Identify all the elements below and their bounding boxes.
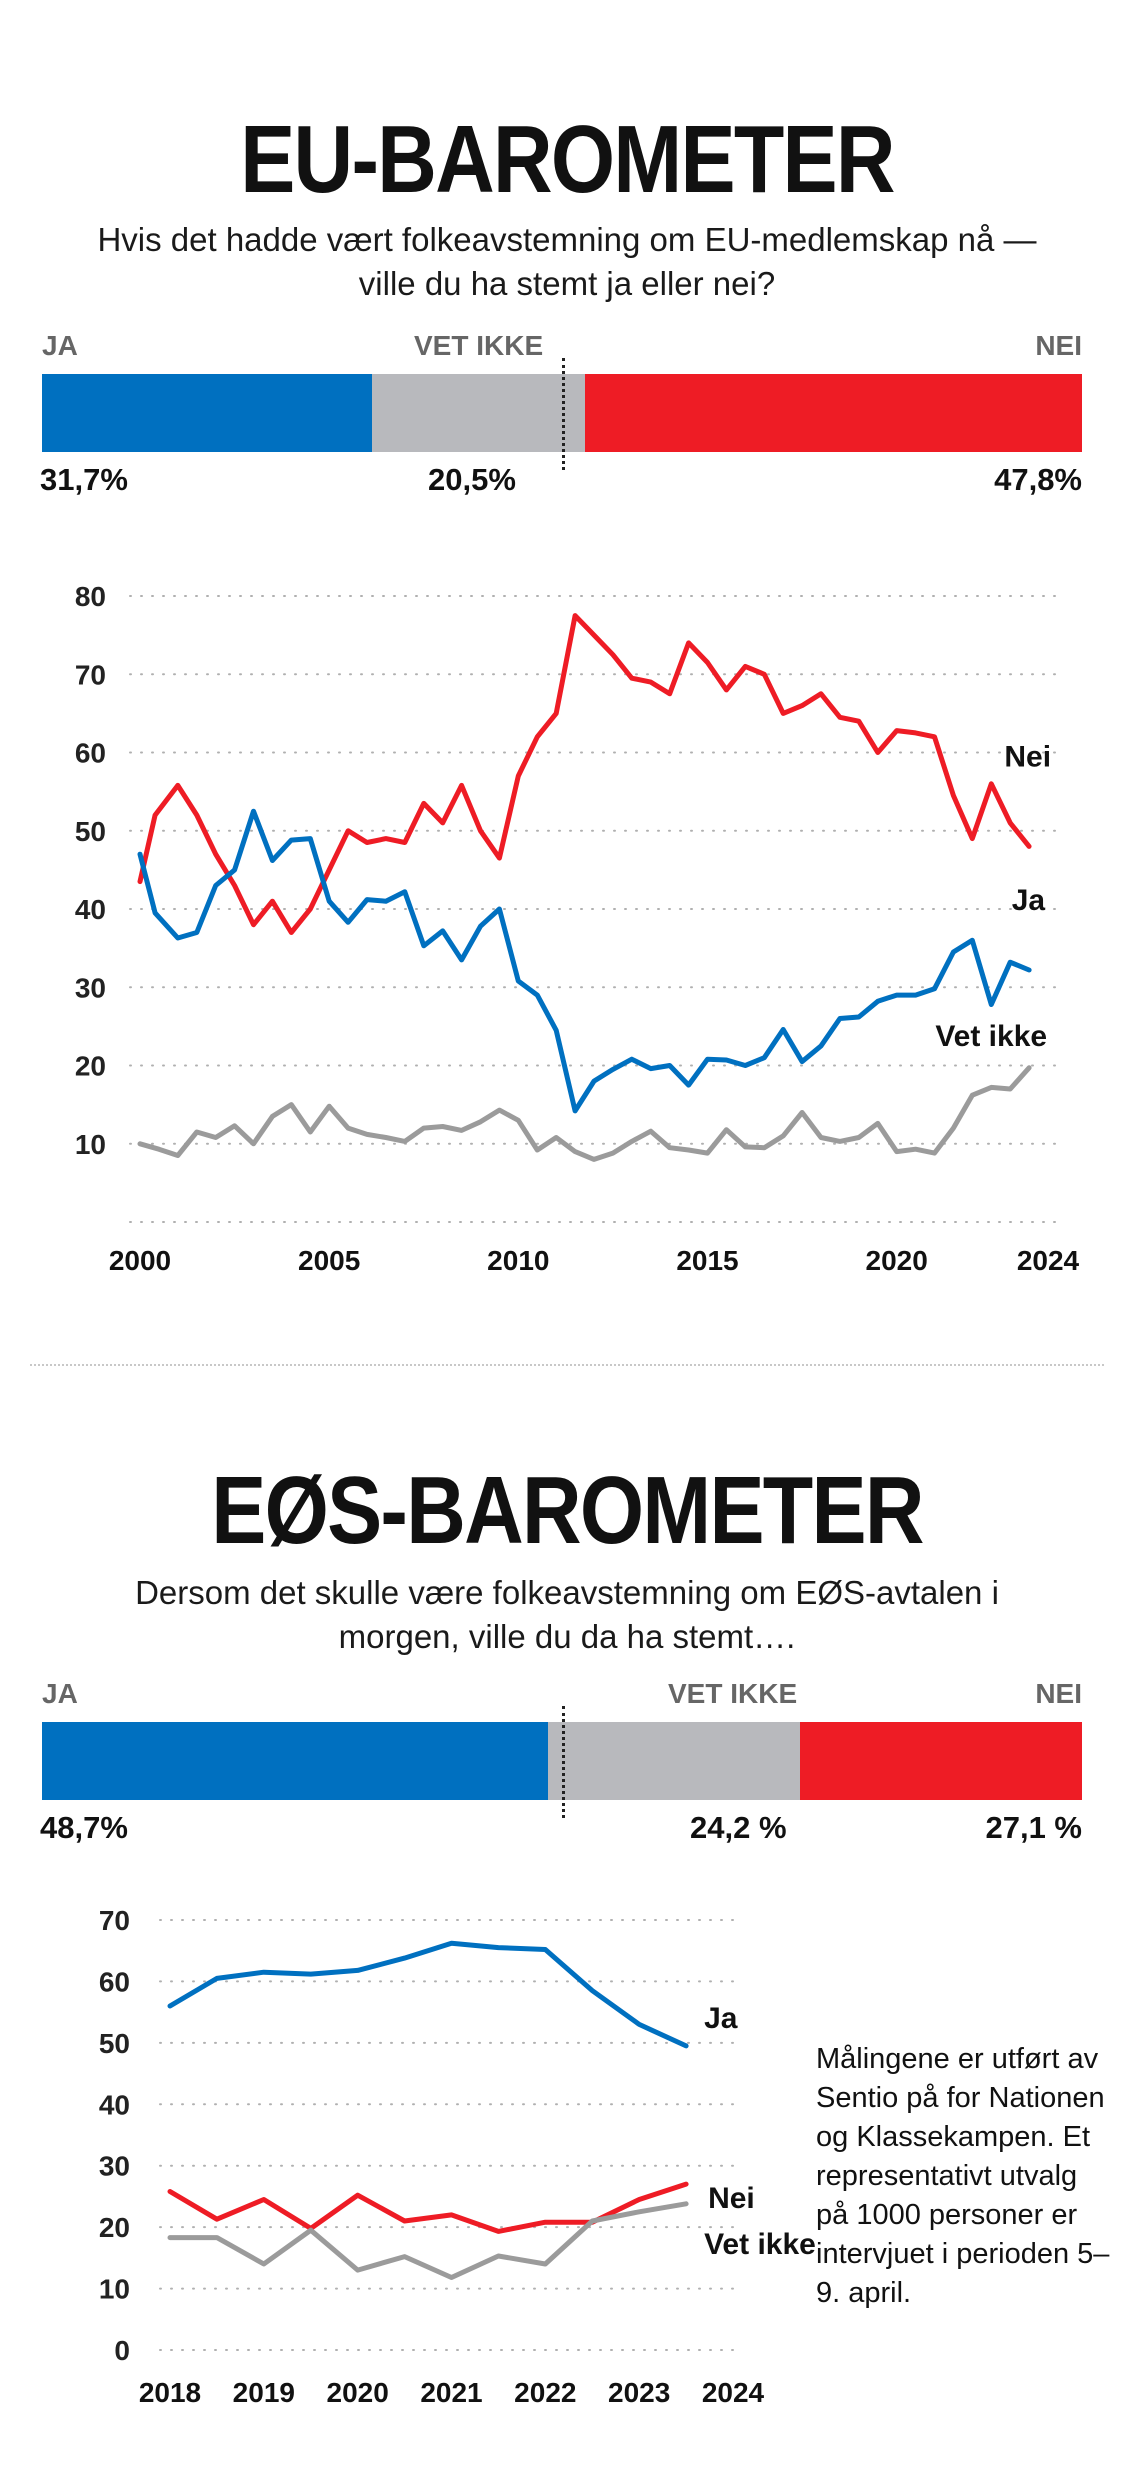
- eos-label-ja: JA: [42, 1678, 78, 1709]
- x-tick-label: 2015: [676, 1245, 738, 1276]
- eu-share-bar: [42, 358, 1082, 470]
- section-divider: [30, 1364, 1104, 1366]
- series-line-nei: [167, 2181, 689, 2234]
- series-label-vet-ikke: Vet ikke: [704, 2228, 816, 2261]
- x-tick-label: 2010: [487, 1245, 549, 1276]
- eu-bar-nei: [584, 374, 1082, 452]
- x-tick-label: 2000: [109, 1245, 171, 1276]
- y-tick-label: 30: [99, 2151, 130, 2182]
- eos-bar-vet-ikke: [548, 1722, 801, 1800]
- methodology-note: Målingene er utført av Sentio på for Nat…: [816, 2043, 1110, 2309]
- y-tick-label: 20: [99, 2212, 130, 2243]
- series-line-vet-ikke: [167, 2201, 689, 2280]
- eos-label-nei: NEI: [1035, 1678, 1082, 1709]
- y-tick-label: 50: [75, 816, 106, 847]
- y-tick-label: 20: [75, 1051, 106, 1082]
- eos-bar-nei: [800, 1722, 1082, 1800]
- y-tick-label: 10: [75, 1129, 106, 1160]
- x-tick-label: 2019: [233, 2377, 295, 2408]
- eu-label-vet-ikke: VET IKKE: [414, 330, 544, 361]
- y-tick-label: 40: [99, 2089, 130, 2120]
- y-tick-label: 70: [99, 1905, 130, 1936]
- eu-pct-ja: 31,7%: [40, 462, 128, 497]
- eos-pct-vet-ikke: 24,2 %: [690, 1810, 787, 1845]
- series-label-nei: Nei: [708, 2182, 755, 2215]
- eos-title: EØS-BAROMETER: [211, 1457, 924, 1564]
- x-tick-label: 2024: [1017, 1245, 1080, 1276]
- eu-label-ja: JA: [42, 330, 78, 361]
- eos-subtitle: Dersom det skulle være folkeavstemning o…: [135, 1574, 999, 1655]
- x-tick-label: 2021: [420, 2377, 482, 2408]
- eu-title: EU-BAROMETER: [240, 106, 895, 213]
- series-label-ja: Ja: [1012, 884, 1046, 917]
- series-label-ja: Ja: [704, 2002, 738, 2035]
- eu-midline: [562, 358, 565, 470]
- y-tick-label: 70: [75, 659, 106, 690]
- x-tick-label: 2020: [327, 2377, 389, 2408]
- y-tick-label: 80: [75, 581, 106, 612]
- y-tick-label: 60: [99, 1966, 130, 1997]
- eu-label-nei: NEI: [1035, 330, 1082, 361]
- eu-bar-vet-ikke: [371, 374, 585, 452]
- series-label-vet-ikke: Vet ikke: [935, 1020, 1047, 1053]
- eos-pct-nei: 27,1 %: [985, 1810, 1082, 1845]
- x-tick-label: 2005: [298, 1245, 360, 1276]
- x-tick-label: 2020: [866, 1245, 928, 1276]
- eos-midline: [562, 1706, 565, 1818]
- eos-label-vet-ikke: VET IKKE: [668, 1678, 798, 1709]
- series-line-ja: [167, 1940, 689, 2049]
- y-tick-label: 60: [75, 738, 106, 769]
- y-tick-label: 30: [75, 972, 106, 1003]
- eos-pct-ja: 48,7%: [40, 1810, 128, 1845]
- x-tick-label: 2022: [514, 2377, 576, 2408]
- x-tick-label: 2024: [702, 2377, 765, 2408]
- eu-subtitle: Hvis det hadde vært folkeavstemning om E…: [97, 221, 1037, 302]
- y-tick-label: 0: [114, 2335, 130, 2366]
- series-line-vet-ikke: [137, 1065, 1032, 1162]
- y-tick-label: 40: [75, 894, 106, 925]
- eos-bar-ja: [42, 1722, 549, 1800]
- series-line-ja: [137, 808, 1032, 1114]
- eos-line-chart: 0 10 20 30 40 50 60 70 2018 2019 2020 2021 2022 2023 2…: [99, 1905, 816, 2408]
- eu-pct-vet-ikke: 20,5%: [428, 462, 516, 497]
- eu-bar-ja: [42, 374, 372, 452]
- x-tick-label: 2023: [608, 2377, 670, 2408]
- y-tick-label: 50: [99, 2028, 130, 2059]
- eos-share-bar: [42, 1706, 1082, 1818]
- eu-line-chart: 10 20 30 40 50 60 70 80 2000 2005 2010 2015 2020 2024…: [75, 581, 1080, 1276]
- series-line-nei: [137, 613, 1032, 935]
- eu-pct-nei: 47,8%: [994, 462, 1082, 497]
- x-tick-label: 2018: [139, 2377, 201, 2408]
- y-tick-label: 10: [99, 2274, 130, 2305]
- series-label-nei: Nei: [1004, 740, 1051, 773]
